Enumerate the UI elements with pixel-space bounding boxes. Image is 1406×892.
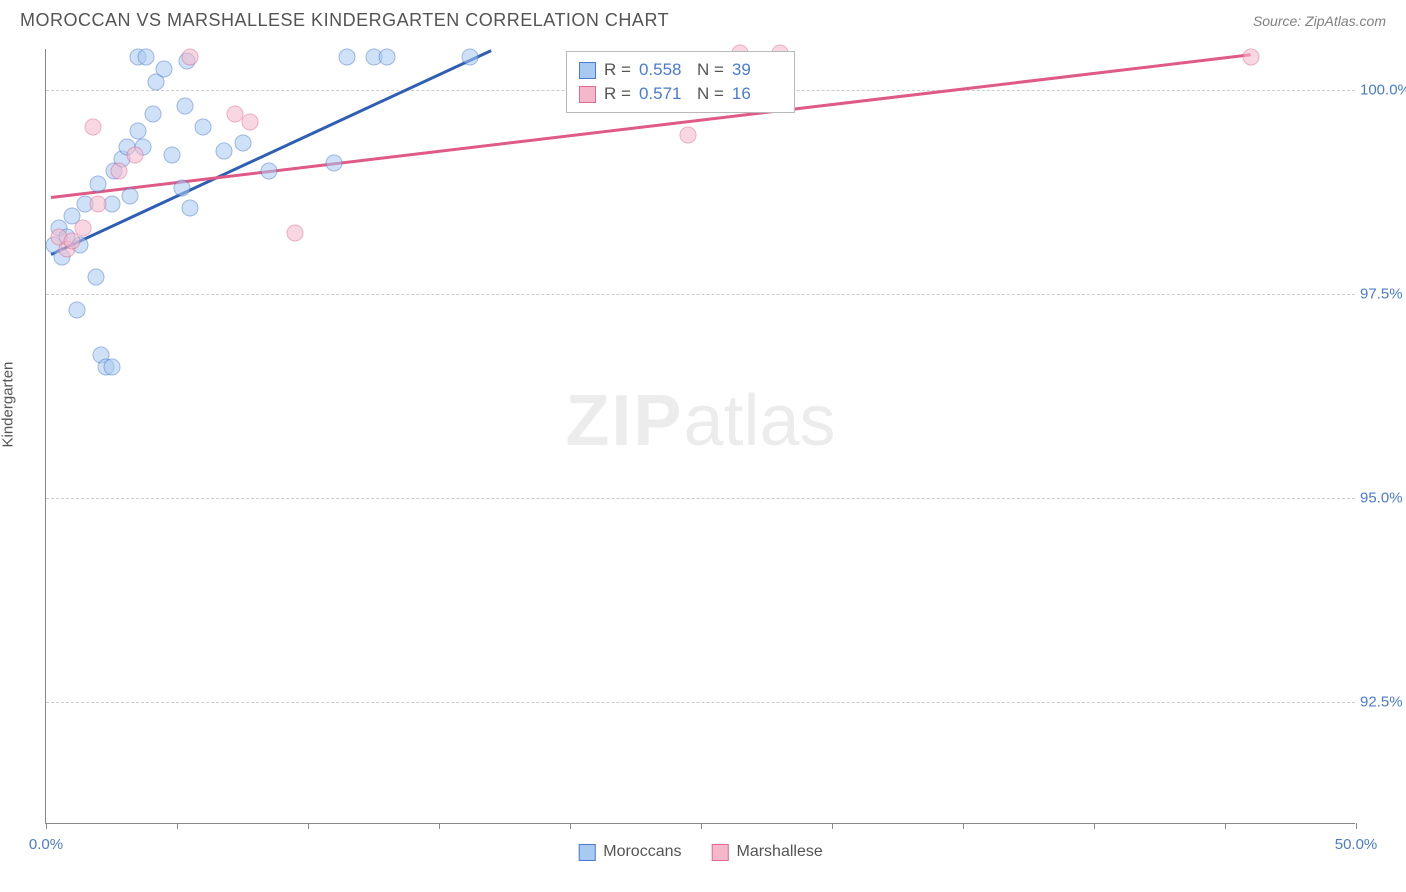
stats-legend: R = 0.558 N = 39 R = 0.571 N = 16 (566, 51, 795, 113)
watermark: ZIPatlas (565, 380, 835, 462)
scatter-point (226, 106, 243, 123)
plot-region: ZIPatlas 92.5%95.0%97.5%100.0%0.0%50.0%R… (45, 49, 1355, 824)
stat-r-label: R = (604, 84, 631, 104)
scatter-point (195, 118, 212, 135)
scatter-point (182, 200, 199, 217)
chart-area: Kindergarten ZIPatlas 92.5%95.0%97.5%100… (0, 39, 1406, 879)
scatter-point (163, 147, 180, 164)
x-tick-mark (1225, 823, 1226, 829)
bottom-legend: Moroccans Marshallese (578, 843, 823, 861)
legend-item: Marshallese (711, 843, 822, 861)
stat-r-label: R = (604, 60, 631, 80)
scatter-point (1243, 49, 1260, 66)
y-tick-label: 95.0% (1360, 489, 1406, 506)
legend-label: Moroccans (603, 843, 681, 861)
scatter-point (326, 155, 343, 172)
x-tick-mark (570, 823, 571, 829)
scatter-point (216, 142, 233, 159)
stat-n-label: N = (697, 60, 724, 80)
y-tick-label: 92.5% (1360, 693, 1406, 710)
stat-r-value: 0.571 (639, 84, 689, 104)
stat-r-value: 0.558 (639, 60, 689, 80)
stat-n-value: 16 (732, 84, 782, 104)
scatter-point (87, 269, 104, 286)
x-tick-mark (963, 823, 964, 829)
x-tick-mark (308, 823, 309, 829)
gridline (46, 702, 1355, 703)
y-axis-label: Kindergarten (0, 362, 17, 448)
scatter-point (462, 49, 479, 66)
scatter-point (129, 122, 146, 139)
scatter-point (69, 302, 86, 319)
scatter-point (174, 179, 191, 196)
title-bar: MOROCCAN VS MARSHALLESE KINDERGARTEN COR… (0, 0, 1406, 39)
scatter-point (137, 49, 154, 66)
chart-title: MOROCCAN VS MARSHALLESE KINDERGARTEN COR… (20, 10, 669, 31)
y-tick-label: 100.0% (1360, 81, 1406, 98)
x-tick-mark (1094, 823, 1095, 829)
source-label: Source: ZipAtlas.com (1253, 13, 1386, 29)
scatter-point (103, 359, 120, 376)
scatter-point (234, 134, 251, 151)
legend-label: Marshallese (736, 843, 822, 861)
legend-swatch (579, 86, 596, 103)
x-tick-mark (701, 823, 702, 829)
x-tick-mark (46, 823, 47, 829)
scatter-point (339, 49, 356, 66)
gridline (46, 294, 1355, 295)
stat-n-value: 39 (732, 60, 782, 80)
stat-n-label: N = (697, 84, 724, 104)
stats-row: R = 0.558 N = 39 (579, 58, 782, 82)
scatter-point (182, 49, 199, 66)
x-tick-label: 0.0% (29, 836, 63, 853)
x-tick-mark (177, 823, 178, 829)
scatter-point (145, 106, 162, 123)
scatter-point (155, 61, 172, 78)
y-tick-label: 97.5% (1360, 285, 1406, 302)
scatter-point (378, 49, 395, 66)
scatter-point (242, 114, 259, 131)
legend-swatch (579, 62, 596, 79)
x-tick-mark (439, 823, 440, 829)
scatter-point (74, 220, 91, 237)
scatter-point (85, 118, 102, 135)
legend-item: Moroccans (578, 843, 681, 861)
scatter-point (90, 196, 107, 213)
x-tick-mark (832, 823, 833, 829)
x-tick-label: 50.0% (1335, 836, 1378, 853)
scatter-point (127, 147, 144, 164)
scatter-point (90, 175, 107, 192)
legend-swatch (711, 844, 728, 861)
gridline (46, 498, 1355, 499)
scatter-point (176, 98, 193, 115)
scatter-point (679, 126, 696, 143)
scatter-point (260, 163, 277, 180)
stats-row: R = 0.571 N = 16 (579, 82, 782, 106)
x-tick-mark (1356, 823, 1357, 829)
scatter-point (111, 163, 128, 180)
scatter-point (121, 187, 138, 204)
scatter-point (286, 224, 303, 241)
legend-swatch (578, 844, 595, 861)
